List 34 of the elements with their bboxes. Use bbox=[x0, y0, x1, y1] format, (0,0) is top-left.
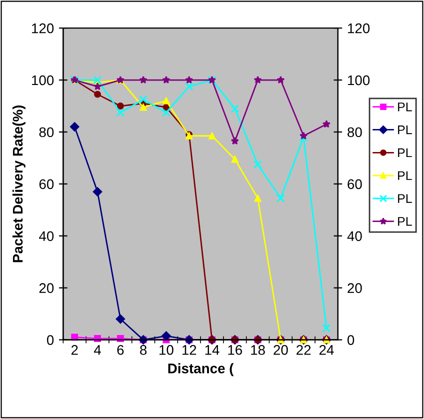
x-tick-label: 8 bbox=[140, 345, 147, 355]
x-tick-label: 6 bbox=[117, 345, 124, 355]
x-tick-label: 16 bbox=[228, 345, 242, 355]
x-tick-label: 10 bbox=[160, 345, 174, 355]
y-tick-label: 60 bbox=[39, 179, 54, 190]
y2-tick-label: 40 bbox=[347, 231, 362, 242]
y-tick-label: 80 bbox=[39, 127, 54, 138]
y-tick-label: 40 bbox=[39, 231, 54, 242]
x-tick-label: 18 bbox=[251, 345, 265, 355]
legend-label: PL bbox=[398, 171, 412, 180]
x-tick-label: 4 bbox=[94, 345, 101, 355]
y-tick-label: 100 bbox=[32, 75, 54, 86]
x-tick-label: 22 bbox=[296, 345, 311, 355]
y-tick-label: 20 bbox=[39, 283, 54, 294]
legend-label: PL bbox=[398, 148, 412, 158]
legend-label: PL bbox=[398, 217, 412, 226]
x-axis-title: Distance ( bbox=[168, 363, 234, 376]
y2-tick-label: 80 bbox=[348, 127, 362, 138]
x-tick-label: 20 bbox=[274, 345, 288, 355]
legend-label: PL bbox=[398, 126, 412, 134]
x-tick-label: 14 bbox=[205, 345, 220, 355]
y-tick-label: 120 bbox=[32, 23, 54, 34]
y-tick-label: 0 bbox=[46, 335, 54, 345]
legend-label: PL bbox=[398, 102, 412, 112]
x-tick-label: 2 bbox=[71, 345, 78, 355]
legend-label: PL bbox=[398, 194, 412, 203]
y2-tick-label: 60 bbox=[348, 179, 362, 190]
y2-tick-label: 120 bbox=[348, 23, 370, 34]
x-tick-label: 24 bbox=[319, 345, 334, 355]
y-axis-title: Packet Delivery Rate(%) bbox=[12, 106, 26, 262]
y2-tick-label: 20 bbox=[348, 283, 362, 294]
y2-tick-label: 0 bbox=[348, 335, 354, 345]
y2-tick-label: 100 bbox=[348, 75, 370, 86]
x-tick-label: 12 bbox=[182, 345, 196, 355]
